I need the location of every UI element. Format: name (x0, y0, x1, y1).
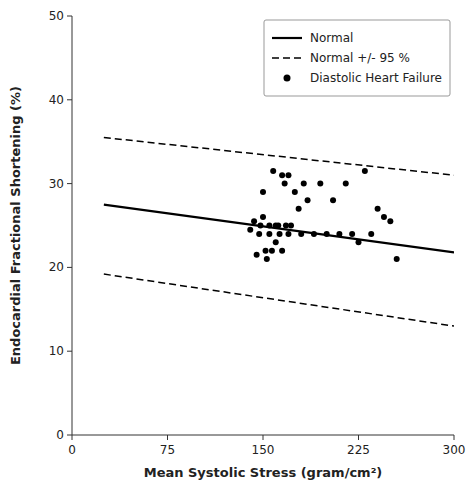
y-tick-label: 50 (49, 9, 64, 23)
legend-label: Diastolic Heart Failure (310, 71, 442, 85)
legend-handle (272, 57, 302, 59)
legend-handle (272, 37, 302, 39)
scatter-point (375, 206, 381, 212)
scatter-point (266, 231, 272, 237)
scatter-point (387, 218, 393, 224)
y-tick (67, 267, 72, 268)
scatter-point (394, 256, 400, 262)
x-axis-label: Mean Systolic Stress (gram/cm²) (144, 465, 383, 480)
y-tick (67, 16, 72, 17)
scatter-point (270, 168, 276, 174)
scatter-point (247, 227, 253, 233)
legend-item: Normal +/- 95 % (272, 51, 410, 65)
scatter-point (356, 239, 362, 245)
legend-box (264, 20, 450, 96)
legend-item: Normal (272, 31, 353, 45)
scatter-point (311, 231, 317, 237)
ci-line-upper (104, 138, 454, 176)
scatter-point (266, 223, 272, 229)
scatter-point (260, 214, 266, 220)
x-tick (358, 435, 359, 440)
scatter-point (279, 172, 285, 178)
scatter-point (263, 248, 269, 254)
legend-item: Diastolic Heart Failure (284, 71, 443, 85)
scatter-point (288, 223, 294, 229)
scatter-point (285, 231, 291, 237)
scatter-point (296, 206, 302, 212)
y-tick (67, 183, 72, 184)
y-tick (67, 99, 72, 100)
scatter-point (324, 231, 330, 237)
scatter-point (277, 231, 283, 237)
x-tick-label: 0 (68, 443, 76, 457)
y-tick (67, 351, 72, 352)
x-tick (454, 435, 455, 440)
legend-label: Normal (310, 31, 353, 45)
y-tick-label: 10 (49, 344, 64, 358)
plot-area (104, 138, 454, 327)
scatter-point (362, 168, 368, 174)
scatter-point (349, 231, 355, 237)
x-tick-label: 225 (347, 443, 370, 457)
scatter-point (343, 181, 349, 187)
x-tick (72, 435, 73, 440)
scatter-point (264, 256, 270, 262)
scatter-point (336, 231, 342, 237)
scatter-point (254, 252, 260, 258)
series-line (104, 205, 454, 253)
scatter-point (381, 214, 387, 220)
scatter-point (368, 231, 374, 237)
scatter-point (275, 223, 281, 229)
x-tick (263, 435, 264, 440)
x-tick-label: 300 (443, 443, 466, 457)
scatter-point (260, 189, 266, 195)
x-tick-label: 75 (160, 443, 175, 457)
chart: 0 75 150 225 300 0 10 20 30 40 50 Mean Systolic Str… (0, 0, 474, 491)
legend-handle (284, 75, 291, 82)
scatter-point (317, 181, 323, 187)
x-tick (167, 435, 168, 440)
scatter-point (301, 181, 307, 187)
y-tick-label: 40 (49, 93, 64, 107)
scatter-point (273, 239, 279, 245)
ci-line-lower (104, 274, 454, 326)
y-axis-label: Endocardial Fractional Shortening (%) (8, 86, 23, 365)
y-tick (67, 435, 72, 436)
scatter-point (305, 197, 311, 203)
scatter-point (251, 218, 257, 224)
scatter-point (330, 197, 336, 203)
y-tick-label: 0 (56, 428, 64, 442)
y-tick-label: 20 (49, 260, 64, 274)
x-tick-label: 150 (252, 443, 275, 457)
scatter-point (282, 181, 288, 187)
scatter-point (279, 248, 285, 254)
scatter-point (298, 231, 304, 237)
scatter-point (257, 223, 263, 229)
scatter-point (256, 231, 262, 237)
y-tick-label: 30 (49, 177, 64, 191)
axes: 0 75 150 225 300 0 10 20 30 40 50 (49, 9, 466, 457)
scatter-point (269, 248, 275, 254)
scatter-point (285, 172, 291, 178)
y-axis-line (72, 16, 73, 435)
scatter-point (292, 189, 298, 195)
legend: Normal Normal +/- 95 % Diastolic Heart Fai… (264, 20, 450, 96)
legend-label: Normal +/- 95 % (310, 51, 410, 65)
